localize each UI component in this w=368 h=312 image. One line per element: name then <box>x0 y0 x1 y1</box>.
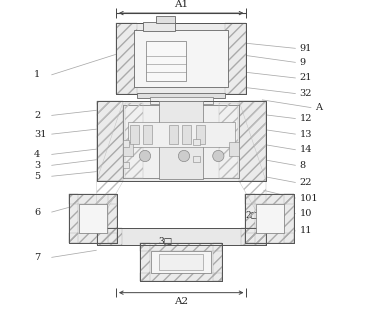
Bar <box>68 194 117 204</box>
Bar <box>197 125 205 144</box>
Bar <box>245 194 294 243</box>
Text: 9: 9 <box>300 58 305 67</box>
Bar <box>123 142 132 156</box>
Bar <box>116 23 247 94</box>
Text: 31: 31 <box>34 130 47 139</box>
Bar <box>245 194 255 243</box>
Bar <box>134 30 228 87</box>
Text: 4: 4 <box>34 150 40 159</box>
Bar <box>193 139 199 145</box>
Bar <box>245 194 294 204</box>
Bar <box>245 233 294 243</box>
Bar <box>123 105 239 178</box>
Bar <box>97 101 266 181</box>
Bar <box>239 101 266 181</box>
Bar <box>97 228 266 245</box>
Text: 1□: 1□ <box>157 55 171 64</box>
Bar <box>219 103 238 178</box>
Bar <box>225 23 247 94</box>
Text: 101: 101 <box>300 194 318 202</box>
Bar <box>128 122 234 147</box>
Bar <box>140 243 222 281</box>
Bar <box>151 251 211 273</box>
Bar <box>144 22 175 31</box>
Bar <box>97 101 123 181</box>
Text: 8: 8 <box>300 161 305 170</box>
Text: 2□: 2□ <box>89 211 103 220</box>
Circle shape <box>139 150 151 162</box>
Text: 14: 14 <box>300 145 312 154</box>
Bar <box>68 194 78 243</box>
Text: 11: 11 <box>300 227 312 235</box>
Bar <box>116 23 137 94</box>
Bar <box>284 194 294 243</box>
Bar <box>78 204 107 233</box>
Bar <box>107 194 117 243</box>
Bar <box>68 194 117 243</box>
Text: 2: 2 <box>34 111 40 120</box>
Text: 32: 32 <box>300 89 312 98</box>
Bar <box>213 243 222 281</box>
Bar <box>137 93 225 98</box>
Text: 12: 12 <box>300 114 312 123</box>
Bar <box>116 23 247 94</box>
Text: 3□: 3□ <box>158 237 172 246</box>
Bar <box>140 273 222 281</box>
Circle shape <box>178 150 190 162</box>
Bar <box>229 142 238 156</box>
Bar <box>169 125 178 144</box>
Bar <box>140 243 150 281</box>
Bar <box>130 125 139 144</box>
Bar <box>97 228 266 245</box>
Bar <box>159 254 204 270</box>
Text: 1: 1 <box>34 71 40 79</box>
Bar <box>241 228 266 245</box>
Bar <box>123 162 130 168</box>
Bar <box>150 97 213 104</box>
Text: 7: 7 <box>34 253 40 262</box>
Bar <box>245 194 294 243</box>
Text: 13: 13 <box>300 130 312 139</box>
Text: 6: 6 <box>34 208 40 217</box>
Text: 21: 21 <box>300 74 312 82</box>
Text: 2□: 2□ <box>245 211 260 220</box>
Bar <box>123 140 130 147</box>
Bar <box>97 228 121 245</box>
Bar <box>68 233 117 243</box>
Bar <box>156 16 175 23</box>
Text: 3: 3 <box>34 161 40 170</box>
Text: 5: 5 <box>34 172 40 181</box>
Text: 22: 22 <box>300 178 312 187</box>
Circle shape <box>213 150 224 162</box>
Bar <box>146 41 187 81</box>
Text: 91: 91 <box>300 44 312 53</box>
Bar <box>140 243 222 251</box>
Bar <box>193 156 199 162</box>
Bar <box>159 101 204 179</box>
Bar <box>140 243 222 281</box>
Text: A: A <box>315 103 322 112</box>
Bar <box>68 194 117 243</box>
Text: 10: 10 <box>300 209 312 218</box>
Bar <box>144 125 152 144</box>
Text: A2: A2 <box>174 297 188 306</box>
Bar <box>97 101 266 181</box>
Text: A1: A1 <box>174 0 188 9</box>
Bar <box>183 125 191 144</box>
Bar <box>125 103 144 178</box>
Bar <box>256 204 284 233</box>
